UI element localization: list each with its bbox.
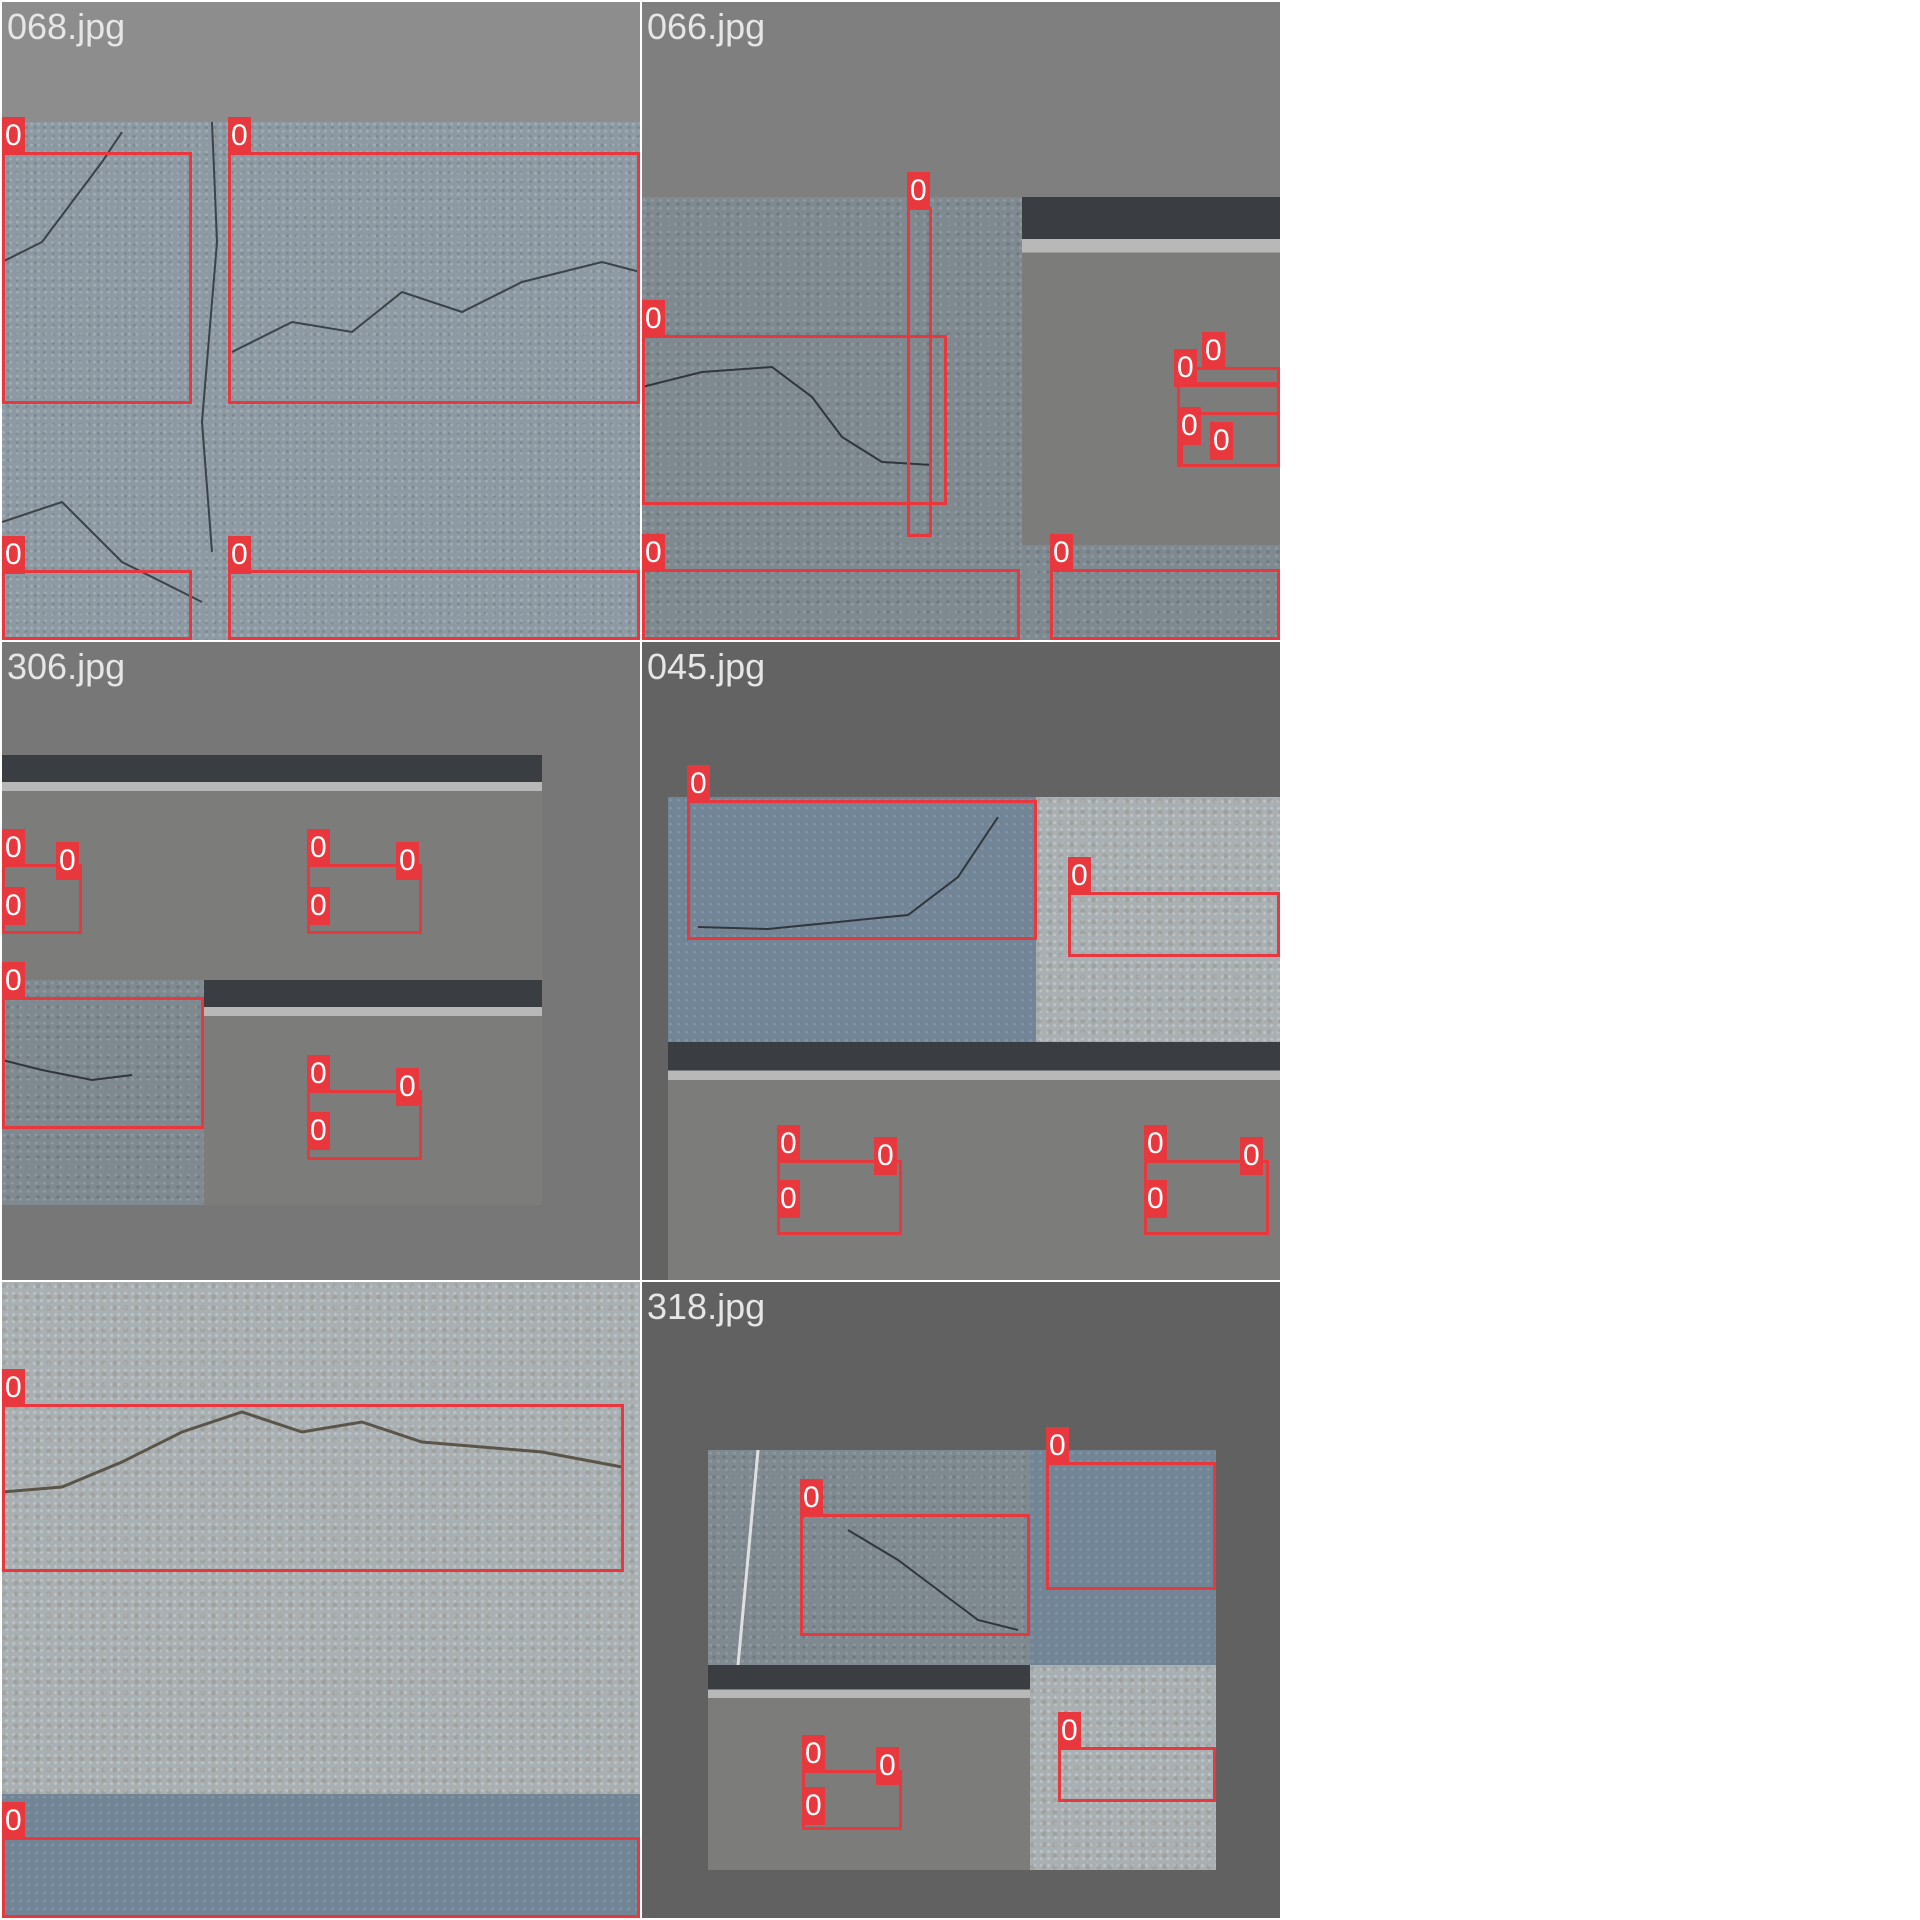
mosaic-tile: 068.jpg 0 0 0 0 <box>2 2 640 640</box>
crack-bounding-box <box>2 1404 624 1572</box>
class-label: 0 <box>307 1055 330 1093</box>
crack-bounding-box <box>1058 1747 1216 1802</box>
crack-lines <box>2 122 640 603</box>
mosaic-tile: 318.jpg 0 0 0 0 0 0 <box>642 1282 1280 1918</box>
road-photo <box>1036 797 1280 1042</box>
class-label: 0 <box>2 117 25 155</box>
road-photo <box>1030 1665 1216 1870</box>
class-label: 0 <box>56 842 79 880</box>
crack-lines <box>642 365 933 466</box>
class-label: 0 <box>307 1112 330 1150</box>
crack-bounding-box <box>2 570 192 640</box>
tile-filename: 045.jpg <box>647 646 766 687</box>
class-label: 0 <box>1068 857 1091 895</box>
mosaic-tile: 066.jpg 0 0 0 0 0 0 0 0 <box>642 2 1280 640</box>
class-label: 0 <box>396 842 419 880</box>
class-label: 0 <box>876 1747 899 1785</box>
class-label: 0 <box>2 1802 25 1840</box>
class-label: 0 <box>1174 349 1197 387</box>
tile-filename: 066.jpg <box>647 6 766 47</box>
class-label: 0 <box>2 887 25 925</box>
class-label: 0 <box>687 765 710 803</box>
class-label: 0 <box>874 1137 897 1175</box>
crack-bounding-box <box>228 570 640 640</box>
crack-bounding-box <box>687 800 1037 940</box>
class-label: 0 <box>2 829 25 867</box>
class-label: 0 <box>802 1787 825 1825</box>
class-label: 0 <box>2 1369 25 1407</box>
crack-bounding-box <box>2 152 192 404</box>
class-label: 0 <box>1240 1137 1263 1175</box>
street-photo <box>204 755 542 980</box>
crack-bounding-box <box>1050 569 1280 640</box>
road-photo <box>2 1282 640 1794</box>
crack-bounding-box <box>228 152 640 404</box>
class-label: 0 <box>307 887 330 925</box>
road-photo <box>668 797 1036 1042</box>
class-label: 0 <box>1050 534 1073 572</box>
class-label: 0 <box>777 1125 800 1163</box>
class-label: 0 <box>800 1479 823 1517</box>
road-photo <box>642 545 1280 640</box>
road-photo <box>1030 1450 1216 1665</box>
class-label: 0 <box>2 536 25 574</box>
crack-lines <box>2 1410 623 1494</box>
road-photo <box>2 122 640 640</box>
street-photo <box>708 1665 1030 1870</box>
class-label: 0 <box>2 962 25 1000</box>
road-photo <box>2 1794 640 1918</box>
class-label: 0 <box>1202 332 1225 370</box>
crack-bounding-box <box>642 335 947 505</box>
mosaic-tile: 306.jpg 0 0 0 0 0 0 0 0 0 0 <box>2 642 640 1280</box>
class-label: 0 <box>1058 1712 1081 1750</box>
mosaic-tile: 045.jpg 0 0 0 0 0 0 0 0 <box>642 642 1280 1280</box>
class-label: 0 <box>1144 1125 1167 1163</box>
crack-bounding-box <box>1046 1462 1216 1590</box>
crack-lines <box>697 816 999 931</box>
class-label: 0 <box>642 300 665 338</box>
crack-bounding-box <box>2 1837 640 1918</box>
class-label: 0 <box>396 1068 419 1106</box>
class-label: 0 <box>802 1735 825 1773</box>
crack-lines <box>2 1059 133 1082</box>
road-photo <box>2 980 204 1205</box>
tile-filename: 068.jpg <box>7 6 126 47</box>
class-label: 0 <box>1144 1180 1167 1218</box>
road-photo <box>642 197 1022 545</box>
class-label: 0 <box>228 536 251 574</box>
crack-bounding-box <box>800 1514 1030 1636</box>
tile-filename: 318.jpg <box>647 1286 766 1327</box>
crack-bounding-box <box>1068 892 1280 957</box>
class-label: 0 <box>1046 1427 1069 1465</box>
crack-lines <box>736 1450 1019 1665</box>
class-label: 0 <box>228 117 251 155</box>
tile-filename: 306.jpg <box>7 646 126 687</box>
class-label: 0 <box>307 829 330 867</box>
class-label: 0 <box>777 1180 800 1218</box>
crack-bounding-box <box>642 569 1020 640</box>
class-label: 0 <box>1210 422 1233 460</box>
mosaic-tile: 0 0 <box>2 1282 640 1918</box>
crack-bounding-box <box>2 997 204 1129</box>
street-photo <box>2 755 204 980</box>
class-label: 0 <box>907 172 930 210</box>
street-photo <box>1022 197 1280 545</box>
class-label: 0 <box>642 534 665 572</box>
class-label: 0 <box>1178 407 1201 445</box>
road-photo <box>708 1450 1030 1665</box>
